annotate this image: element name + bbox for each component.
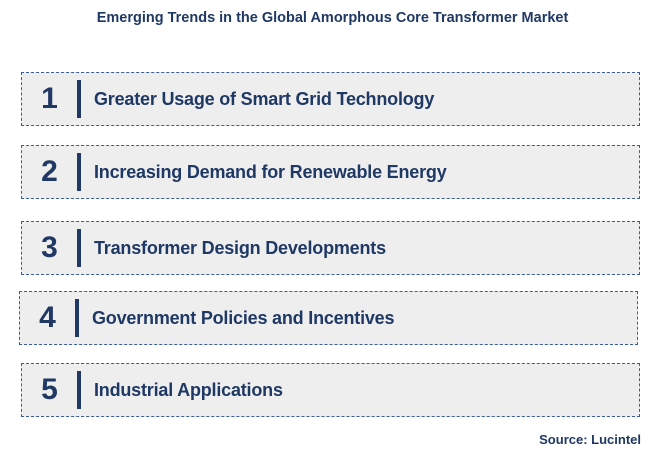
trend-number: 4: [39, 301, 56, 334]
divider-bar: [77, 153, 81, 191]
trend-label: Government Policies and Incentives: [92, 307, 395, 328]
diagram-title: Emerging Trends in the Global Amorphous …: [96, 10, 569, 26]
trend-number: 2: [41, 155, 58, 188]
trend-label: Industrial Applications: [94, 379, 283, 400]
trend-label: Transformer Design Developments: [94, 237, 386, 258]
divider-bar: [77, 80, 81, 118]
trend-label: Greater Usage of Smart Grid Technology: [94, 88, 435, 109]
divider-bar: [77, 229, 81, 267]
trend-item-3: 3 Transformer Design Developments: [21, 221, 640, 275]
trend-number: 3: [41, 231, 58, 264]
trend-number: 5: [41, 373, 58, 406]
divider-bar: [75, 299, 79, 337]
trend-item-5: 5 Industrial Applications: [21, 363, 640, 417]
trend-item-2: 2 Increasing Demand for Renewable Energy: [21, 145, 640, 199]
divider-bar: [77, 371, 81, 409]
source-credit: Source: Lucintel: [539, 432, 641, 447]
trend-label: Increasing Demand for Renewable Energy: [94, 161, 447, 182]
trend-item-1: 1 Greater Usage of Smart Grid Technology: [21, 72, 640, 126]
trend-item-4: 4 Government Policies and Incentives: [19, 291, 638, 345]
trend-number: 1: [41, 82, 58, 115]
